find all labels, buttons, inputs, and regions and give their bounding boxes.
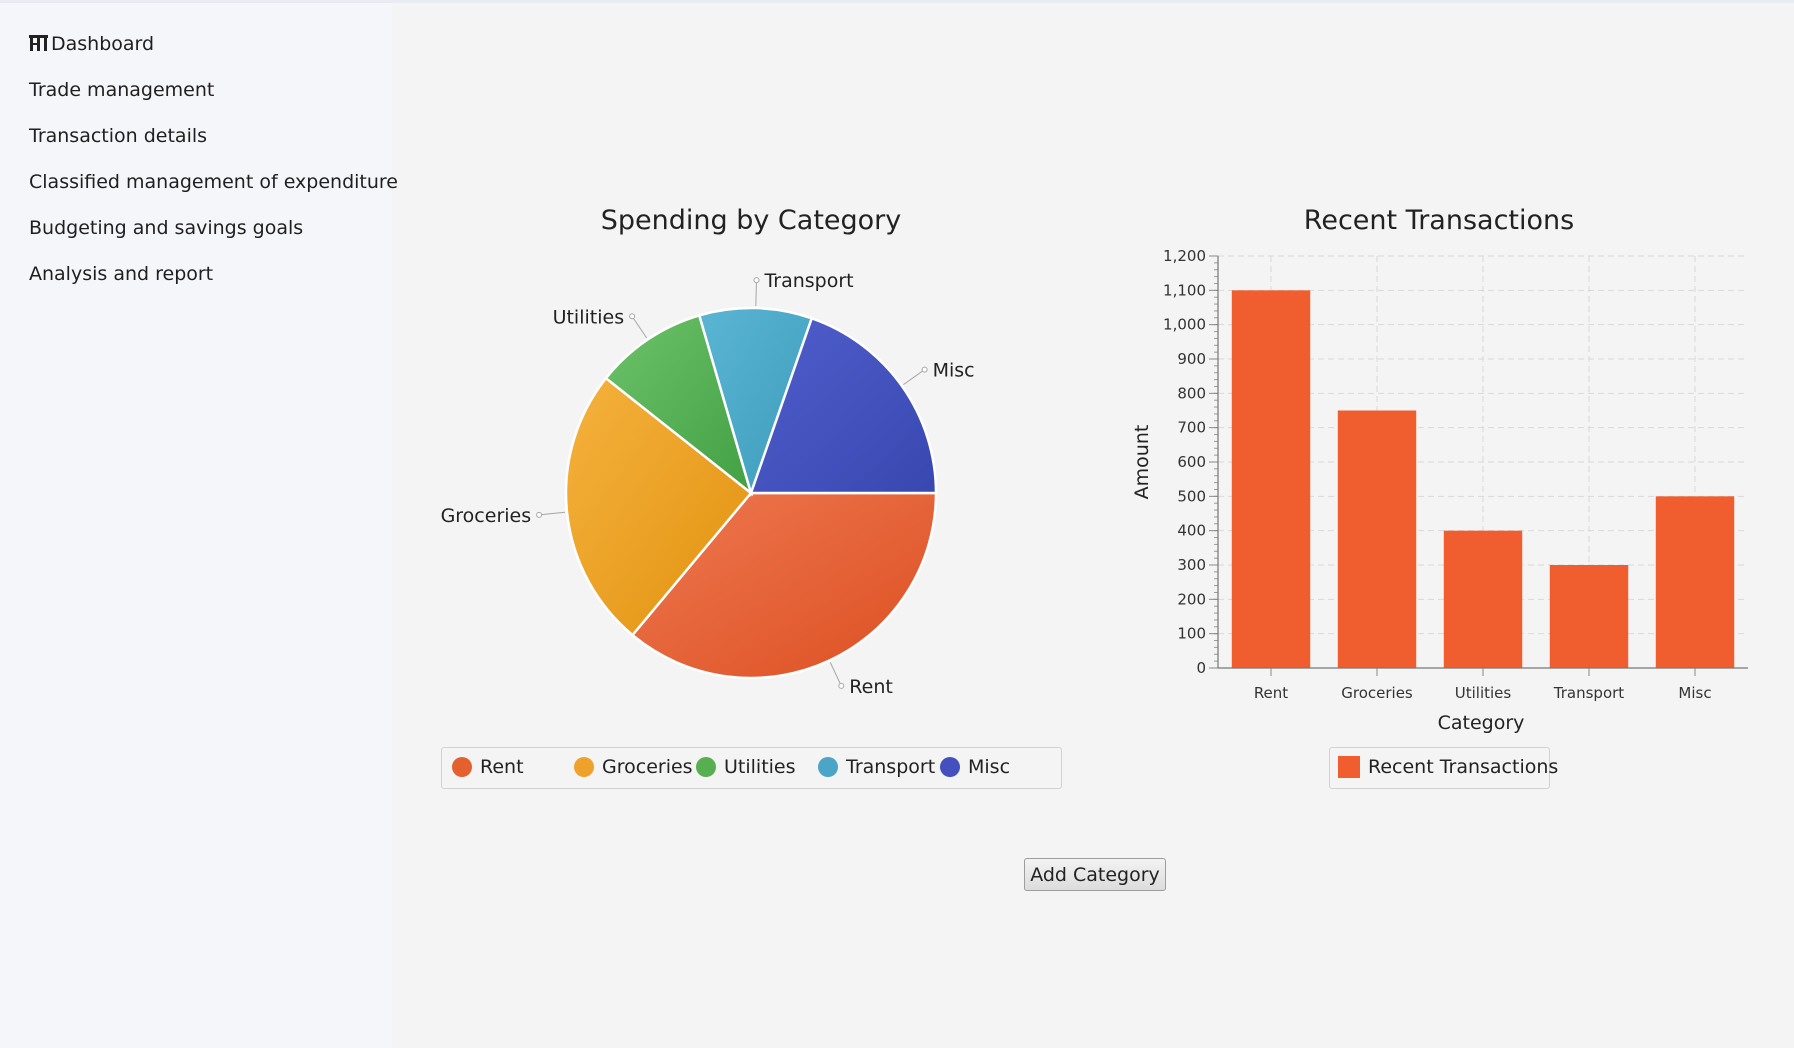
y-tick-label: 0 xyxy=(1196,659,1206,677)
legend-symbol xyxy=(452,757,472,777)
y-tick-label: 200 xyxy=(1177,590,1206,608)
sidebar-item-dashboard[interactable]: Dashboard xyxy=(29,33,154,57)
pie-leader-dot xyxy=(753,277,760,284)
y-tick-label: 300 xyxy=(1177,556,1206,574)
legend-item-utilities: Utilities xyxy=(696,756,796,778)
sidebar-item-trade-management[interactable]: Trade management xyxy=(29,79,214,101)
sidebar-item-label: Trade management xyxy=(29,79,215,101)
legend-label: Misc xyxy=(968,756,1011,778)
pie-leader-dot xyxy=(921,366,928,373)
y-tick-label: 1,000 xyxy=(1163,316,1206,334)
pie-label-groceries: Groceries xyxy=(441,505,532,527)
legend-symbol xyxy=(940,757,960,777)
sidebar-item-transaction-details[interactable]: Transaction details xyxy=(29,125,207,147)
window-top-border xyxy=(0,0,1794,3)
x-tick-label: Misc xyxy=(1678,684,1711,702)
legend-label: Groceries xyxy=(602,756,693,778)
legend-symbol xyxy=(818,757,838,777)
pie-label-transport: Transport xyxy=(763,270,853,292)
pie-label-utilities: Utilities xyxy=(553,306,625,328)
legend-symbol xyxy=(1338,756,1360,778)
legend-item-transport: Transport xyxy=(818,756,935,778)
legend-symbol xyxy=(696,757,716,777)
y-tick-label: 700 xyxy=(1177,419,1206,437)
pie-chart: Rent Groceries Utilities Transport Misc xyxy=(441,270,975,698)
sidebar-item-classified-expenditure[interactable]: Classified management of expenditure xyxy=(29,171,398,193)
bar-utilities xyxy=(1443,530,1523,668)
x-tick-label: Transport xyxy=(1553,684,1625,702)
bar-chart-title: Recent Transactions xyxy=(1303,205,1575,236)
x-tick-label: Groceries xyxy=(1341,684,1413,702)
y-tick-label: 800 xyxy=(1177,384,1206,402)
pie-leader-dot xyxy=(838,682,845,689)
y-tick-label: 500 xyxy=(1177,487,1206,505)
sidebar-item-analysis-report[interactable]: Analysis and report xyxy=(29,263,213,285)
legend-label: Transport xyxy=(846,756,936,778)
sidebar-item-budgeting-goals[interactable]: Budgeting and savings goals xyxy=(29,217,303,239)
y-tick-label: 600 xyxy=(1177,453,1206,471)
bar-misc xyxy=(1655,496,1735,668)
sidebar-item-label: Analysis and report xyxy=(29,263,214,285)
bar-transport xyxy=(1549,565,1629,668)
x-axis-label: Category xyxy=(1438,712,1525,734)
y-axis-label: Amount xyxy=(1131,425,1153,500)
pie-leader-dot xyxy=(536,511,543,518)
legend-label: Rent xyxy=(480,756,524,778)
pie-slice-groceries xyxy=(564,376,753,637)
pie-leader-line xyxy=(631,315,648,339)
y-tick-label: 400 xyxy=(1177,522,1206,540)
legend-item-misc: Misc xyxy=(940,756,1010,778)
y-tick-label: 1,200 xyxy=(1163,247,1206,265)
y-tick-label: 1,100 xyxy=(1163,281,1206,299)
sidebar-item-label: Budgeting and savings goals xyxy=(29,217,304,239)
add-category-button[interactable]: Add Category xyxy=(1024,858,1166,891)
legend-symbol xyxy=(574,757,594,777)
legend-item-rent: Rent xyxy=(452,756,524,778)
sidebar-item-label: Classified management of expenditure xyxy=(29,171,398,193)
pie-slice-utilities xyxy=(604,313,754,497)
legend-item-groceries: Groceries xyxy=(574,756,693,778)
pie-leader-line xyxy=(755,280,757,307)
bar-legend: Recent Transactions xyxy=(1329,747,1558,789)
legend-item-recent-transactions: Recent Transactions xyxy=(1338,756,1558,778)
y-tick-label: 900 xyxy=(1177,350,1206,368)
pie-label-misc: Misc xyxy=(933,360,975,382)
bar-chart: 0 100 200 300 400 500 600 700 800 900 1,000 1,100 1,… xyxy=(1131,247,1748,734)
legend-label: Utilities xyxy=(724,756,796,778)
pie-leader-line xyxy=(829,662,842,687)
legend-label: Recent Transactions xyxy=(1368,756,1559,778)
sidebar-item-label: Transaction details xyxy=(29,125,208,147)
x-tick-label: Utilities xyxy=(1455,684,1512,702)
pie-slice-rent xyxy=(630,491,938,680)
y-tick-label: 100 xyxy=(1177,625,1206,643)
pie-leader-line xyxy=(903,369,925,386)
bar-rent xyxy=(1231,290,1311,668)
pie-legend: Rent Groceries Utilities Transport Misc xyxy=(441,747,1062,789)
bar-groceries xyxy=(1337,410,1417,668)
x-tick-label: Rent xyxy=(1254,684,1288,702)
pie-slice-misc xyxy=(749,316,938,495)
pie-leader-line xyxy=(539,511,566,516)
pie-chart-title: Spending by Category xyxy=(600,205,902,236)
sidebar-item-label: Dashboard xyxy=(51,33,155,55)
pie-leader-dot xyxy=(629,313,636,320)
sidebar: Dashboard Trade management Transaction d… xyxy=(0,3,398,1048)
pie-slice-transport xyxy=(697,306,814,498)
pie-label-rent: Rent xyxy=(849,676,893,698)
dashboard-icon xyxy=(29,34,48,57)
